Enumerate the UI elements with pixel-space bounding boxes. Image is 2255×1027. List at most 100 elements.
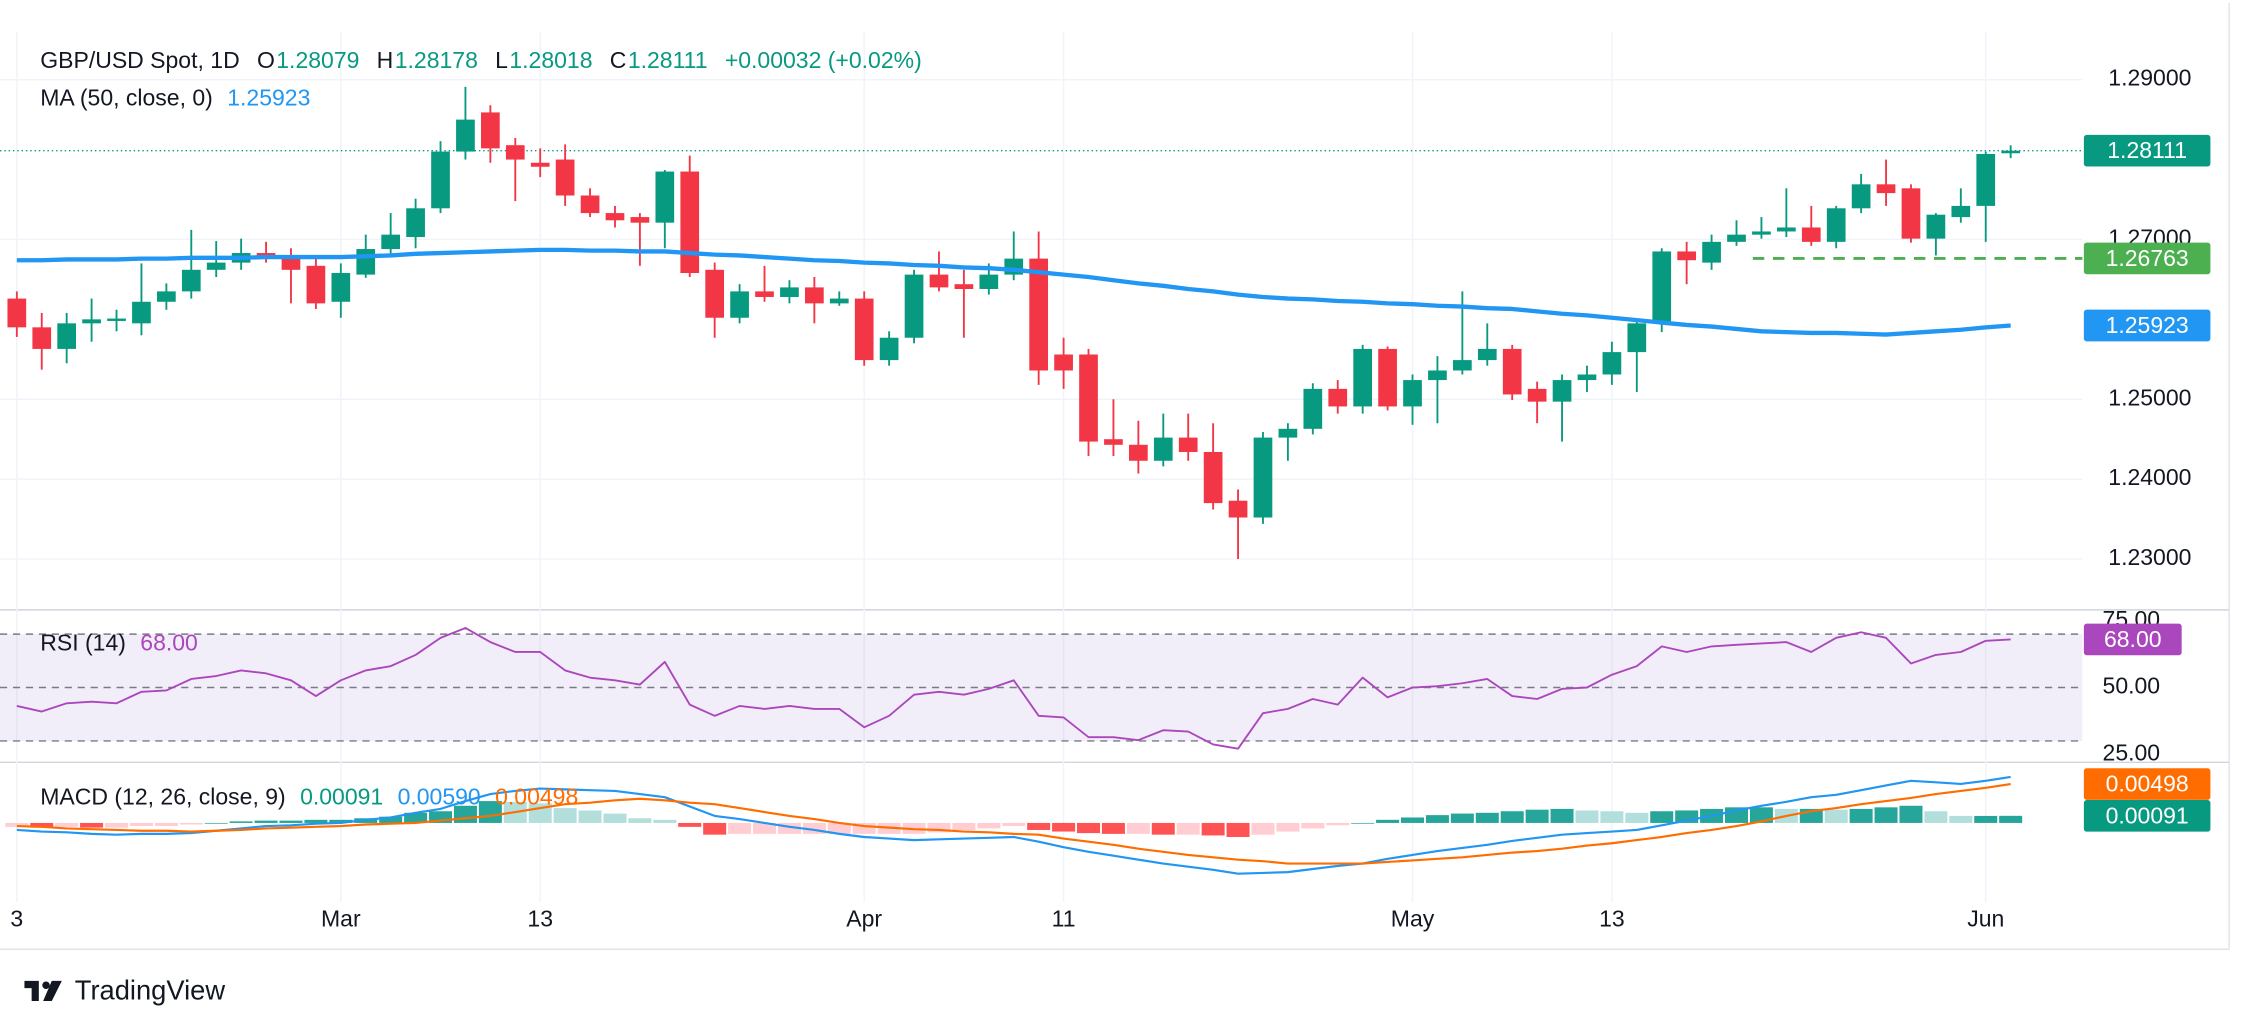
histogram-bar [553,808,577,823]
candle-body [1477,348,1497,361]
candle-body [1328,388,1348,407]
candle-body [1054,354,1073,371]
histogram-bar [429,811,453,823]
candle-body [381,234,401,250]
candle-body [1228,500,1248,518]
x-tick-label: 13 [527,906,553,932]
histogram-bar [1401,817,1425,823]
histogram-bar [379,816,403,823]
histogram-bar [1126,822,1150,834]
histogram-bar [777,822,801,834]
histogram-bar [1376,819,1400,823]
candle-body [1453,360,1472,371]
candle-body [1951,205,1971,218]
macd-line [16,775,2011,875]
candle-body [1378,348,1397,407]
candle-body [1178,437,1198,452]
candle-body [580,195,600,214]
histogram-bar [5,822,29,827]
histogram-bar [1450,813,1474,823]
legend-text: MA (50, close, 0) [40,84,213,110]
candle-body [1129,444,1148,461]
histogram-bar [55,822,79,827]
candle-body [1627,323,1647,353]
histogram-bar [603,813,627,823]
price-badge [2083,242,2211,275]
candle-body [331,273,351,302]
rsi-line [16,627,2011,750]
candle-body [1801,227,1821,242]
brand: TradingView [75,975,226,1006]
candle-body [1278,428,1298,438]
histogram-bar [1027,822,1051,830]
candle-body [1677,251,1697,261]
candle-body [1403,380,1422,407]
candle-body [456,119,475,152]
price-badge [2083,768,2211,800]
legend-text: 1.25923 [227,84,310,110]
histogram-bar [977,822,1001,829]
candle-body [157,291,176,302]
candle-body [356,249,376,275]
candle-body [680,171,700,274]
candle-body [1602,352,1622,375]
price-badge-label: 1.26763 [2106,245,2189,271]
candle-body [1104,439,1123,445]
histogram-bar [628,818,652,823]
legend-text: 1.28111 [628,47,708,73]
candle-body [505,145,525,160]
y-tick-label: 25.00 [2103,739,2161,765]
grid [0,31,2083,902]
candle-body [181,269,201,292]
legend-text: 1.28018 [509,47,592,73]
legend-text: 1.28178 [395,47,478,73]
y-tick-label: 1.23000 [2108,544,2191,570]
histogram-bar [1874,807,1898,823]
histogram-bar [1650,811,1674,823]
price-badge [2083,800,2211,832]
candle-body [1901,188,1921,239]
legend-text: H [377,47,394,73]
histogram-bar [80,822,104,828]
candle-body [1876,184,1896,194]
histogram-bar [852,822,876,834]
candle-body [1752,231,1771,235]
legend-text: 0.00091 [300,783,383,809]
histogram-bar [802,822,826,834]
logo-mark [43,980,62,1002]
rsi-panel [0,627,2083,750]
candle-body [979,274,999,289]
histogram-bar [1276,822,1300,832]
candle-body [1527,388,1547,402]
candle-body [132,301,151,324]
histogram-bar [105,822,129,828]
candle-body [630,217,650,223]
histogram-bar [1974,815,1998,823]
candle-body [1079,354,1098,442]
x-tick-label: May [1391,906,1435,932]
histogram-bar [703,822,727,835]
price-badge [2083,309,2211,342]
candle-body [206,262,226,270]
candle-body [829,298,849,304]
histogram-bar [578,810,602,823]
logo-mark [42,981,50,989]
histogram-bar [653,819,677,823]
histogram-bar [678,822,702,827]
legend-text: O [257,47,275,73]
legend-text: GBP/USD Spot, 1D [40,47,239,73]
candle-body [705,269,725,318]
histogram-bar [827,822,851,834]
y-tick-label: 1.24000 [2108,464,2191,490]
histogram-bar [1201,822,1225,836]
legend-text: RSI (14) [40,629,126,655]
moving-average-line [16,247,2011,337]
histogram-bar [1226,822,1250,837]
candle-body [107,318,126,321]
price-badge-label: 68.00 [2104,626,2162,652]
histogram-bar [1351,822,1375,824]
histogram-bar [753,822,777,834]
